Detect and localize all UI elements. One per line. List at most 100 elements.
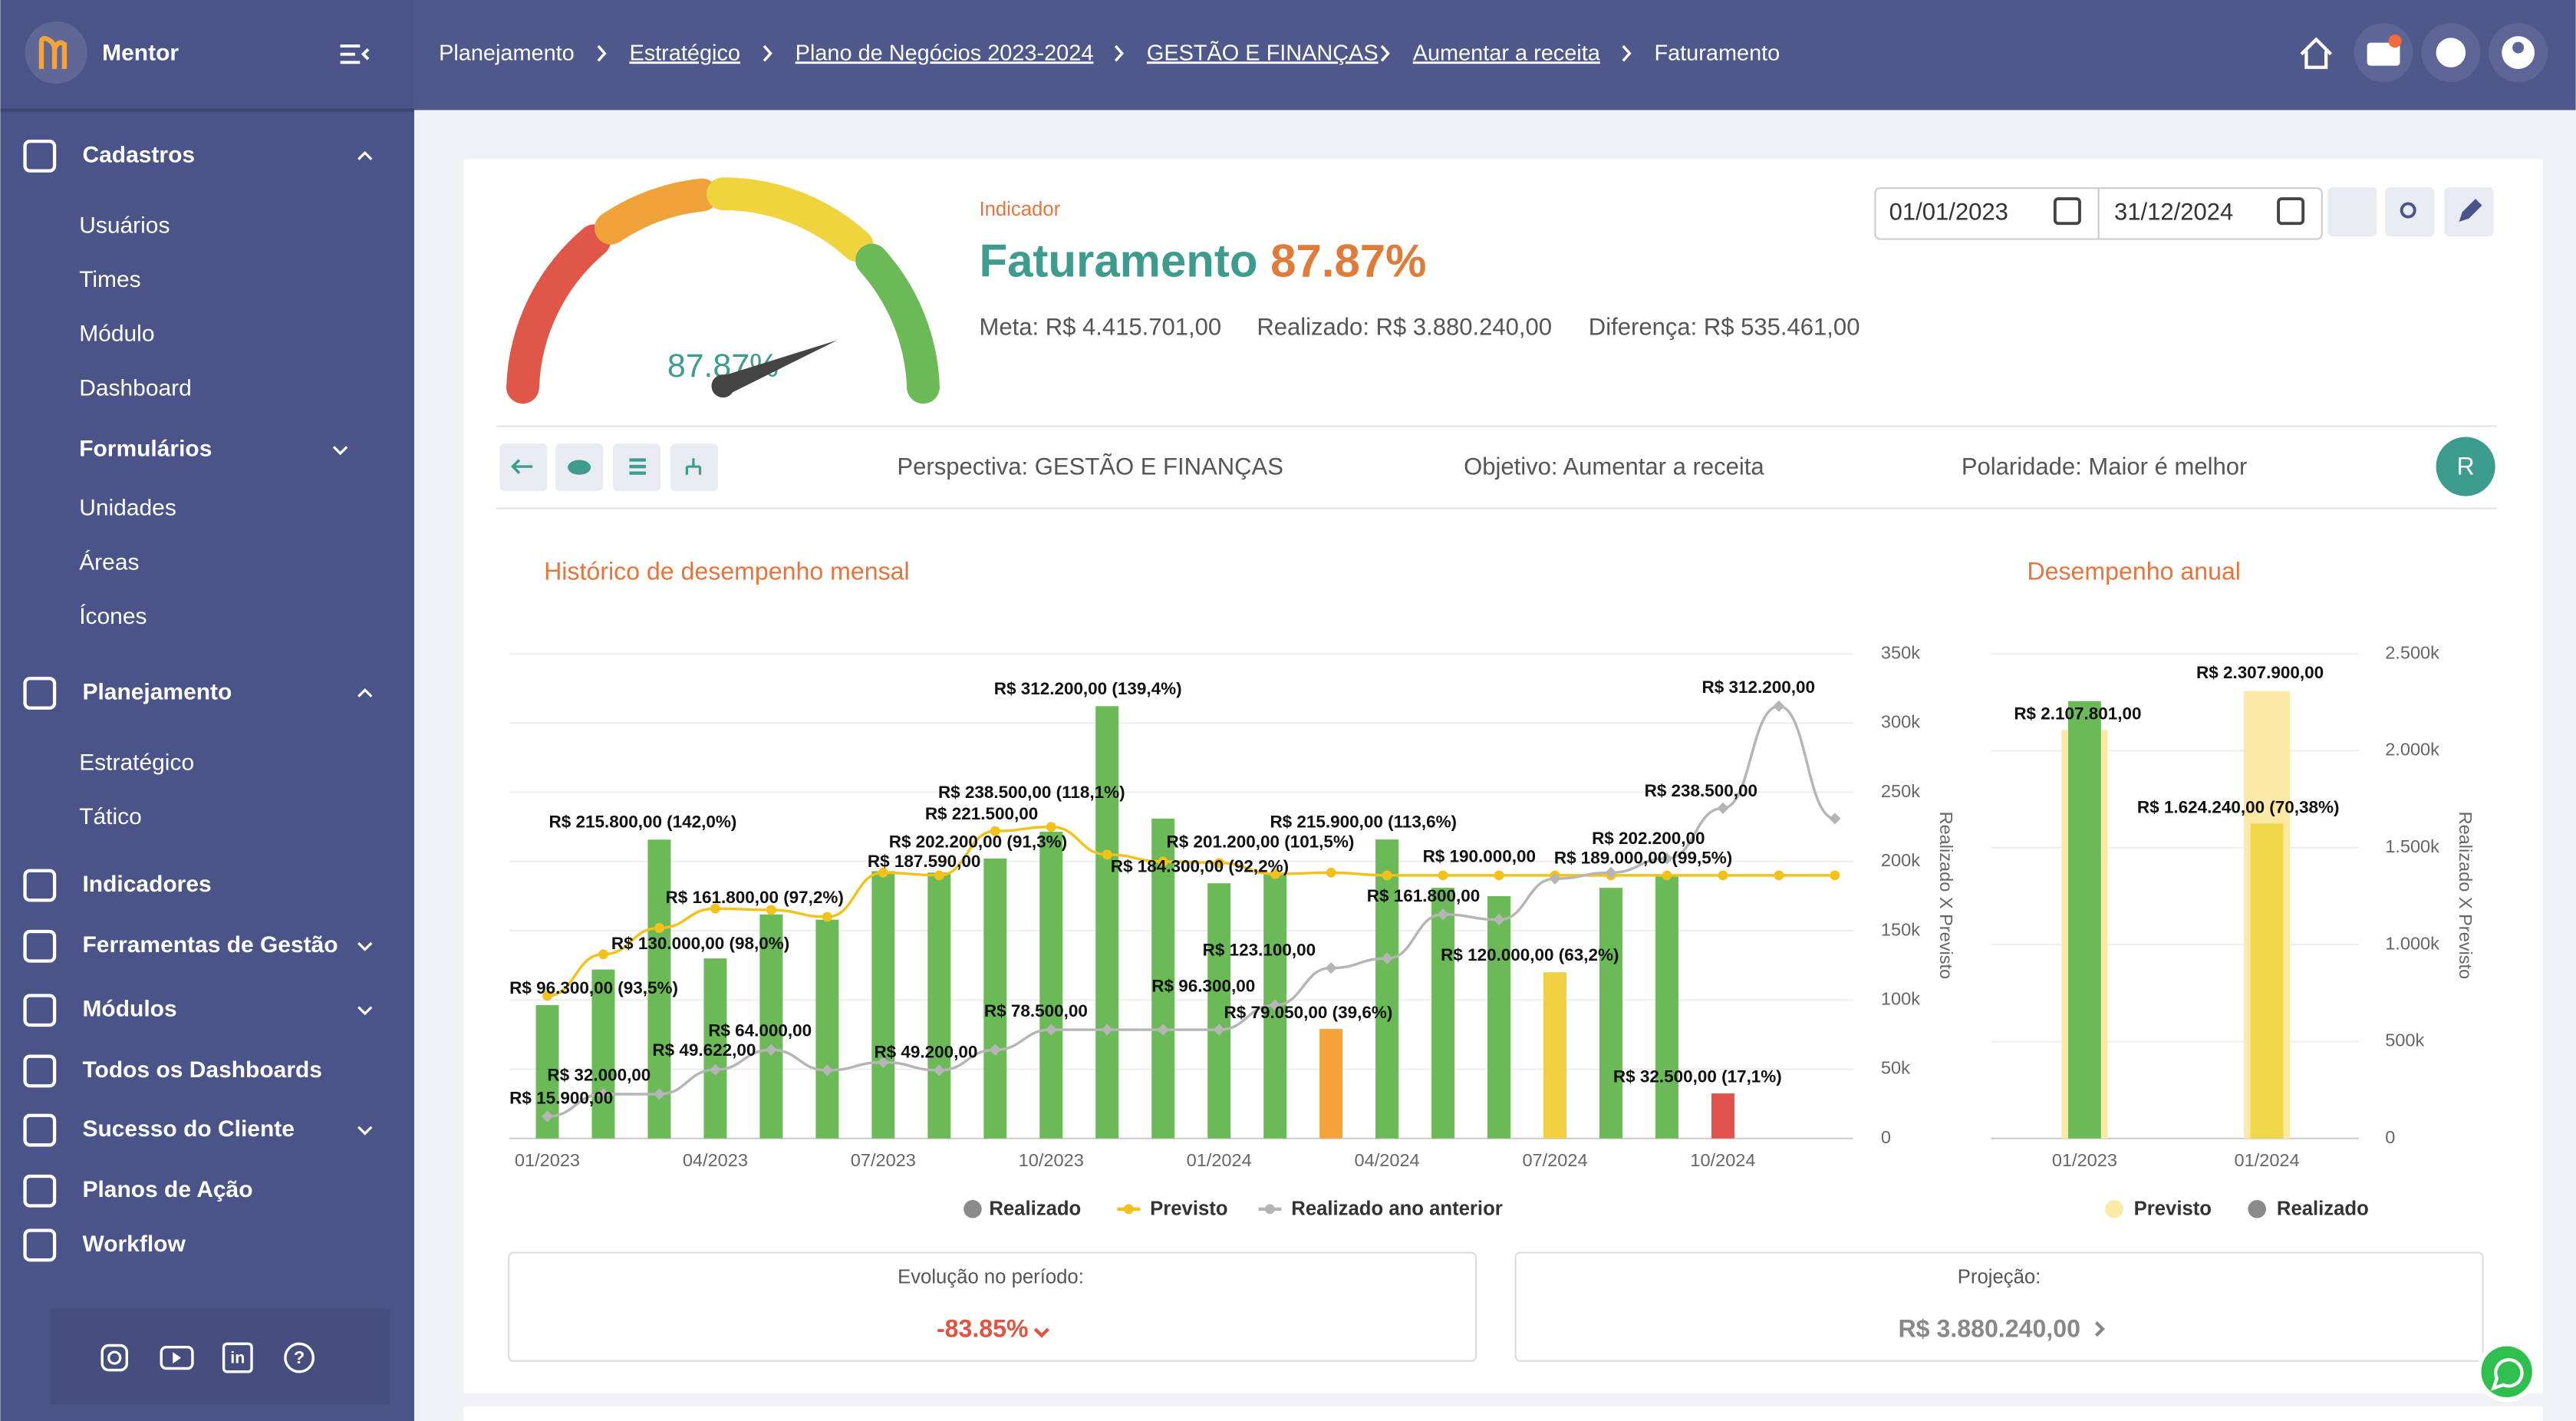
point [1381, 952, 1393, 964]
menu-item[interactable]: Dashboard [79, 375, 192, 401]
point [1830, 870, 1840, 881]
menu-item[interactable]: Tático [79, 804, 142, 829]
breadcrumb-sep [1380, 45, 1390, 62]
date-to[interactable]: 31/12/2024 [2114, 199, 2233, 226]
search-btn[interactable] [2385, 187, 2435, 237]
point [1046, 822, 1056, 832]
legend-marker [2105, 1200, 2123, 1218]
menu-item[interactable]: Usuários [79, 213, 170, 238]
calendar-icon[interactable] [2053, 197, 2081, 226]
calendar-icon[interactable] [2277, 197, 2305, 226]
gauge-hub [711, 374, 735, 398]
point [878, 867, 888, 878]
point [1325, 962, 1337, 974]
menu-toggle[interactable] [340, 45, 370, 64]
x-tick-label: 01/2024 [2234, 1150, 2299, 1170]
help[interactable] [284, 1342, 315, 1373]
point [1269, 999, 1281, 1011]
whatsapp[interactable] [2476, 1341, 2538, 1403]
menu-icon [23, 1174, 57, 1208]
breadcrumb: Planejamento [439, 41, 575, 65]
breadcrumb[interactable]: Aumentar a receita [1413, 41, 1601, 65]
point [598, 949, 608, 960]
menu-item[interactable]: Planejamento [82, 679, 232, 704]
point [1493, 914, 1505, 926]
date-from[interactable]: 01/01/2023 [1889, 199, 2008, 226]
data-label: R$ 96.300,00 [1151, 977, 1255, 996]
y-tick-label: 0 [1881, 1127, 1891, 1147]
legend-label[interactable]: Previsto [1150, 1198, 1227, 1220]
point [1382, 870, 1392, 881]
gauge-needle [719, 340, 838, 396]
y-tick-label: 100k [1881, 989, 1920, 1009]
menu-item[interactable]: Cadastros [82, 142, 195, 167]
menu-item[interactable]: Áreas [79, 549, 139, 575]
menu-item[interactable]: Módulos [82, 997, 176, 1022]
data-label: R$ 312.200,00 (139,4%) [994, 679, 1182, 698]
menu-item[interactable]: Sucesso do Cliente [82, 1116, 294, 1142]
data-label: R$ 201.200,00 (101,5%) [1167, 832, 1355, 851]
avatar[interactable] [2436, 437, 2495, 496]
menu-icon [23, 1113, 57, 1147]
y-tick-label: 250k [1881, 781, 1920, 801]
point [765, 1043, 777, 1056]
data-label: R$ 202.200,00 [1592, 829, 1705, 848]
y-tick-label: 50k [1881, 1058, 1910, 1078]
indicator-percent: 87.87% [1270, 236, 1426, 287]
y-tick-label: 0 [2385, 1127, 2395, 1147]
menu-item[interactable]: Planos de Ação [82, 1177, 252, 1202]
data-label: R$ 238.500,00 (118,1%) [938, 783, 1125, 802]
legend-marker [1123, 1204, 1134, 1215]
point [654, 923, 664, 933]
chart-title: Histórico de desempenho mensal [544, 558, 910, 585]
indicator-name: Faturamento 87.87% [979, 236, 1426, 287]
gauge-segment [855, 243, 940, 404]
menu-item[interactable]: Todos os Dashboards [82, 1057, 322, 1083]
menu-item[interactable]: Workflow [82, 1231, 186, 1257]
menu-item[interactable]: Formulários [79, 437, 212, 462]
breadcrumb[interactable]: GESTÃO E FINANÇAS [1147, 39, 1379, 65]
bar [1375, 839, 1399, 1139]
instagram[interactable] [100, 1344, 128, 1372]
bar [1487, 895, 1511, 1139]
axis-title: Realizado X Previsto [1936, 812, 1956, 980]
breadcrumb[interactable]: Estratégico [629, 41, 740, 65]
detail: Perspectiva: GESTÃO E FINANÇAS [897, 453, 1283, 480]
bar [1207, 883, 1231, 1139]
search-icon [2400, 202, 2416, 219]
bar [1543, 972, 1566, 1139]
menu-item[interactable]: Módulo [79, 321, 154, 347]
right-arrow [2094, 1321, 2105, 1337]
youtube[interactable] [160, 1345, 194, 1370]
y-tick-label: 2.500k [2385, 642, 2439, 662]
data-label: R$ 189.000,00 (99,5%) [1554, 849, 1732, 868]
bar [1319, 1029, 1343, 1139]
chevron [357, 150, 373, 160]
bar [2067, 701, 2101, 1139]
linkedin[interactable] [222, 1342, 253, 1373]
legend-label[interactable]: Realizado ano anterior [1291, 1198, 1503, 1220]
menu-item[interactable]: Indicadores [82, 872, 211, 897]
legend-label[interactable]: Realizado [989, 1198, 1081, 1220]
menu-item[interactable]: Times [79, 267, 140, 292]
menu-item[interactable]: Unidades [79, 496, 176, 521]
point [1494, 870, 1504, 881]
home-icon[interactable] [2300, 37, 2333, 69]
menu-icon [23, 929, 57, 963]
menu-item[interactable]: Ferramentas de Gestão [82, 932, 338, 958]
menu-item[interactable]: Ícones [79, 604, 147, 629]
chart-title: Desempenho anual [2027, 558, 2240, 585]
legend-label[interactable]: Realizado [2277, 1198, 2369, 1220]
menu-item[interactable]: Estratégico [79, 750, 194, 776]
y-tick-label: 350k [1881, 642, 1920, 662]
legend-label[interactable]: Previsto [2134, 1198, 2212, 1220]
chevron [332, 446, 348, 456]
inbox-icon [2367, 42, 2400, 66]
axis-title: Realizado X Previsto [2456, 812, 2476, 980]
data-label: R$ 190.000,00 [1423, 847, 1536, 866]
gauge-segment [707, 177, 874, 262]
grid-btn[interactable] [2327, 187, 2377, 237]
breadcrumb[interactable]: Plano de Negócios 2023-2024 [796, 41, 1094, 65]
data-label: R$ 215.900,00 (113,6%) [1270, 813, 1457, 832]
point [1158, 856, 1168, 867]
